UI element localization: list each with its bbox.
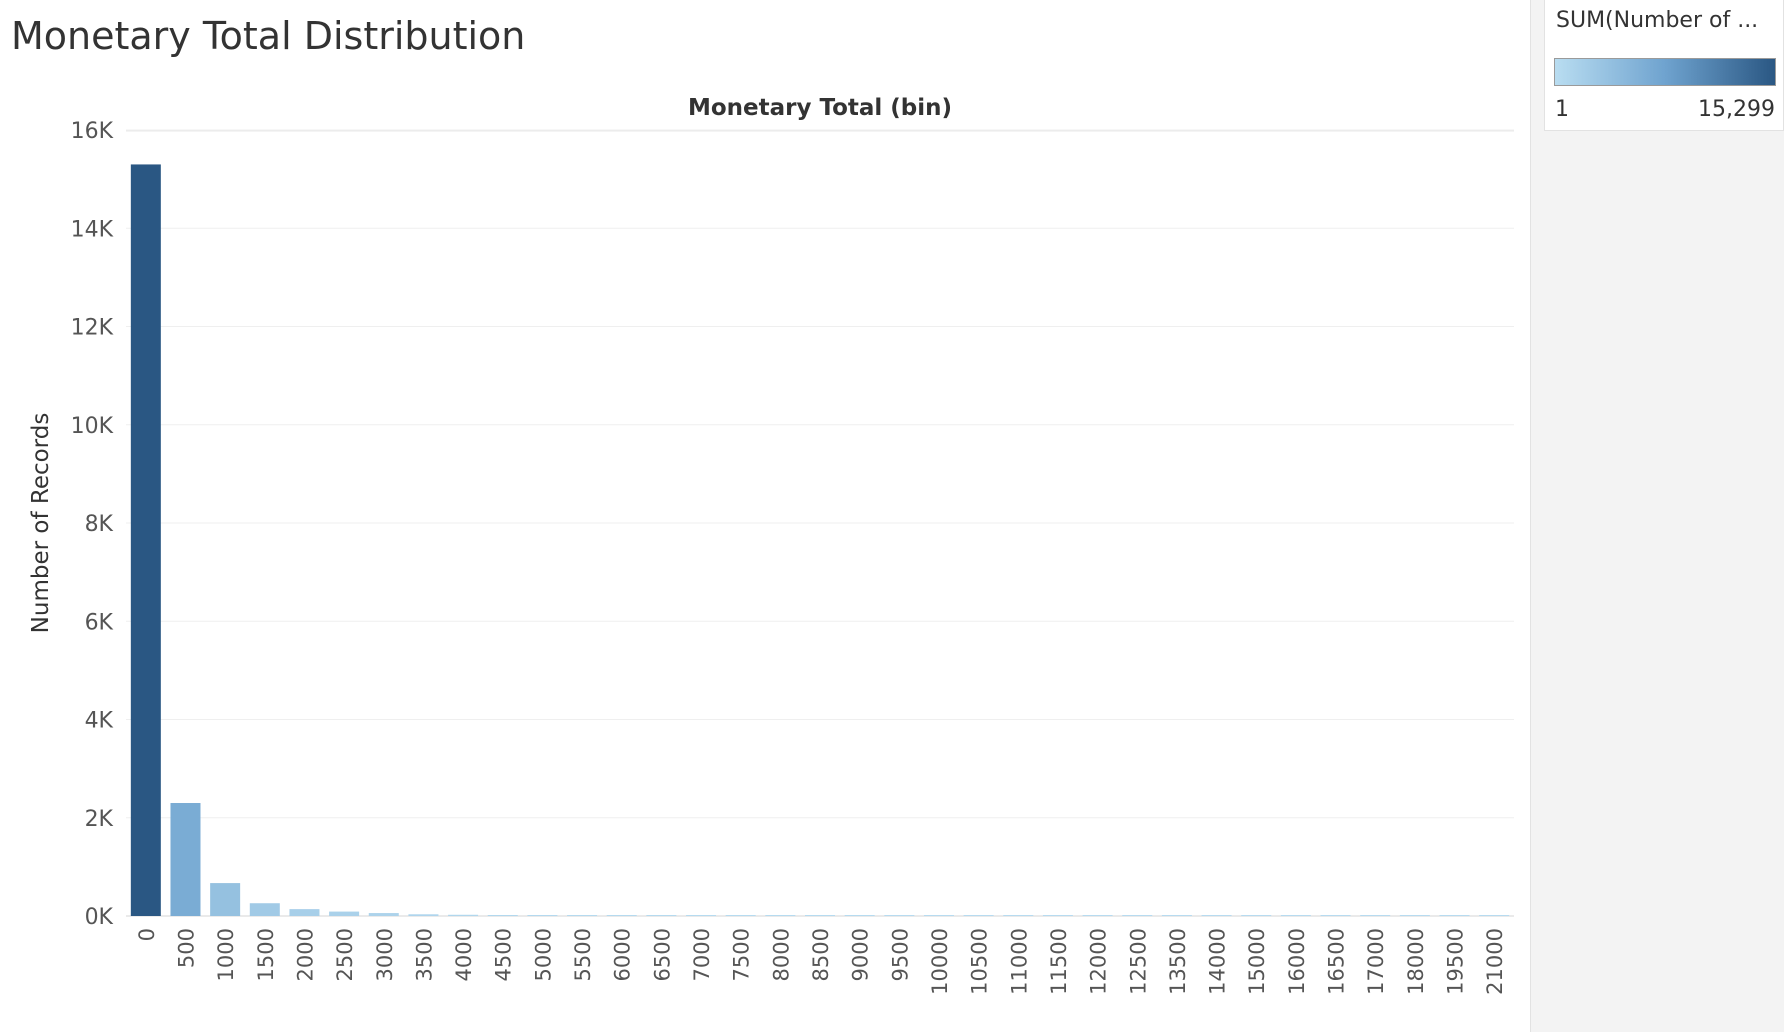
color-legend[interactable]: SUM(Number of ... 1 15,299 (1544, 0, 1784, 131)
bar (1479, 915, 1510, 916)
x-tick-label: 16000 (1285, 928, 1309, 995)
legend-max-label: 15,299 (1698, 97, 1775, 122)
legend-color-ramp (1554, 58, 1776, 86)
x-tick-label: 8500 (809, 928, 833, 981)
x-tick-label: 10500 (968, 928, 992, 995)
x-tick-label: 7000 (690, 928, 714, 981)
x-tick-label: 1500 (254, 928, 278, 981)
bar (130, 164, 161, 916)
bar (1003, 915, 1034, 916)
x-tick-label: 4000 (452, 928, 476, 981)
x-tick-label: 6500 (650, 928, 674, 981)
x-header-title: Monetary Total (bin) (688, 95, 952, 121)
bar (567, 915, 598, 916)
x-tick-label: 5000 (531, 928, 555, 981)
x-tick-label: 21000 (1483, 928, 1507, 995)
x-tick-label: 11500 (1047, 928, 1071, 995)
bar (289, 909, 320, 916)
x-tick-label: 9000 (849, 928, 873, 981)
bar (765, 915, 796, 916)
y-tick-label: 0K (85, 905, 114, 930)
legend-title: SUM(Number of ... (1556, 8, 1759, 33)
x-tick-label: 11000 (1007, 928, 1031, 995)
x-tick-label: 12500 (1126, 928, 1150, 995)
bar (884, 915, 915, 916)
bar (1082, 915, 1113, 916)
bar (1320, 915, 1351, 916)
y-tick-label: 12K (71, 316, 114, 341)
x-tick-label: 12000 (1087, 928, 1111, 995)
y-tick-label: 2K (85, 807, 114, 832)
x-tick-label: 16500 (1325, 928, 1349, 995)
x-tick-label: 2000 (293, 928, 317, 981)
bar-chart: 0K 2K 4K 6K 8K 10K 12K 14K 16K Monetary Total (bi… (28, 95, 1514, 995)
y-tick-label: 8K (85, 512, 114, 537)
x-tick-label: 2500 (333, 928, 357, 981)
bar (527, 915, 558, 916)
bar (408, 914, 439, 916)
x-tick-label: 0 (135, 928, 159, 941)
page-title: Monetary Total Distribution (11, 14, 526, 58)
x-tick-label: 10000 (928, 928, 952, 995)
x-tick-label: 19500 (1444, 928, 1468, 995)
bar (1042, 915, 1073, 916)
x-tick-label: 6000 (611, 928, 635, 981)
y-tick-label: 10K (71, 414, 114, 439)
bar (805, 915, 835, 916)
x-tick-label: 15000 (1245, 928, 1269, 995)
y-tick-label: 16K (71, 119, 114, 144)
x-tick-label: 3500 (412, 928, 436, 981)
bar (844, 915, 875, 916)
y-tick-label: 6K (85, 610, 114, 635)
bar (210, 883, 241, 916)
bar (448, 914, 479, 916)
y-tick-label: 14K (71, 217, 114, 242)
x-tick-label: 500 (174, 928, 198, 968)
bar (725, 915, 756, 916)
x-tick-label: 9500 (888, 928, 912, 981)
bar (170, 803, 201, 916)
bar (487, 915, 518, 916)
x-tick-label: 5500 (571, 928, 595, 981)
bar (686, 915, 717, 916)
bar (1161, 915, 1192, 916)
x-tick-label: 18000 (1404, 928, 1428, 995)
x-tick-label: 1000 (214, 928, 238, 981)
y-axis-label: Number of Records (28, 413, 54, 634)
bar (329, 911, 360, 916)
bar (1201, 915, 1232, 916)
side-panel (1530, 0, 1784, 1032)
x-tick-label: 4500 (492, 928, 516, 981)
x-tick-label: 3000 (373, 928, 397, 981)
bar (923, 915, 954, 916)
bar (1360, 915, 1391, 916)
bar (1122, 915, 1153, 916)
y-tick-label: 4K (85, 709, 114, 734)
legend-min-label: 1 (1555, 97, 1569, 122)
x-tick-label: 8000 (769, 928, 793, 981)
bar (1280, 915, 1311, 916)
bar (1439, 915, 1470, 916)
bar (606, 915, 637, 916)
x-tick-label: 17000 (1364, 928, 1388, 995)
bar (646, 915, 677, 916)
bar (1399, 915, 1430, 916)
bar (963, 915, 994, 916)
bar (368, 913, 399, 916)
x-tick-label: 13500 (1166, 928, 1190, 995)
bar (1241, 915, 1272, 916)
bar (249, 903, 280, 916)
x-tick-label: 7500 (730, 928, 754, 981)
x-tick-label: 14000 (1206, 928, 1230, 995)
